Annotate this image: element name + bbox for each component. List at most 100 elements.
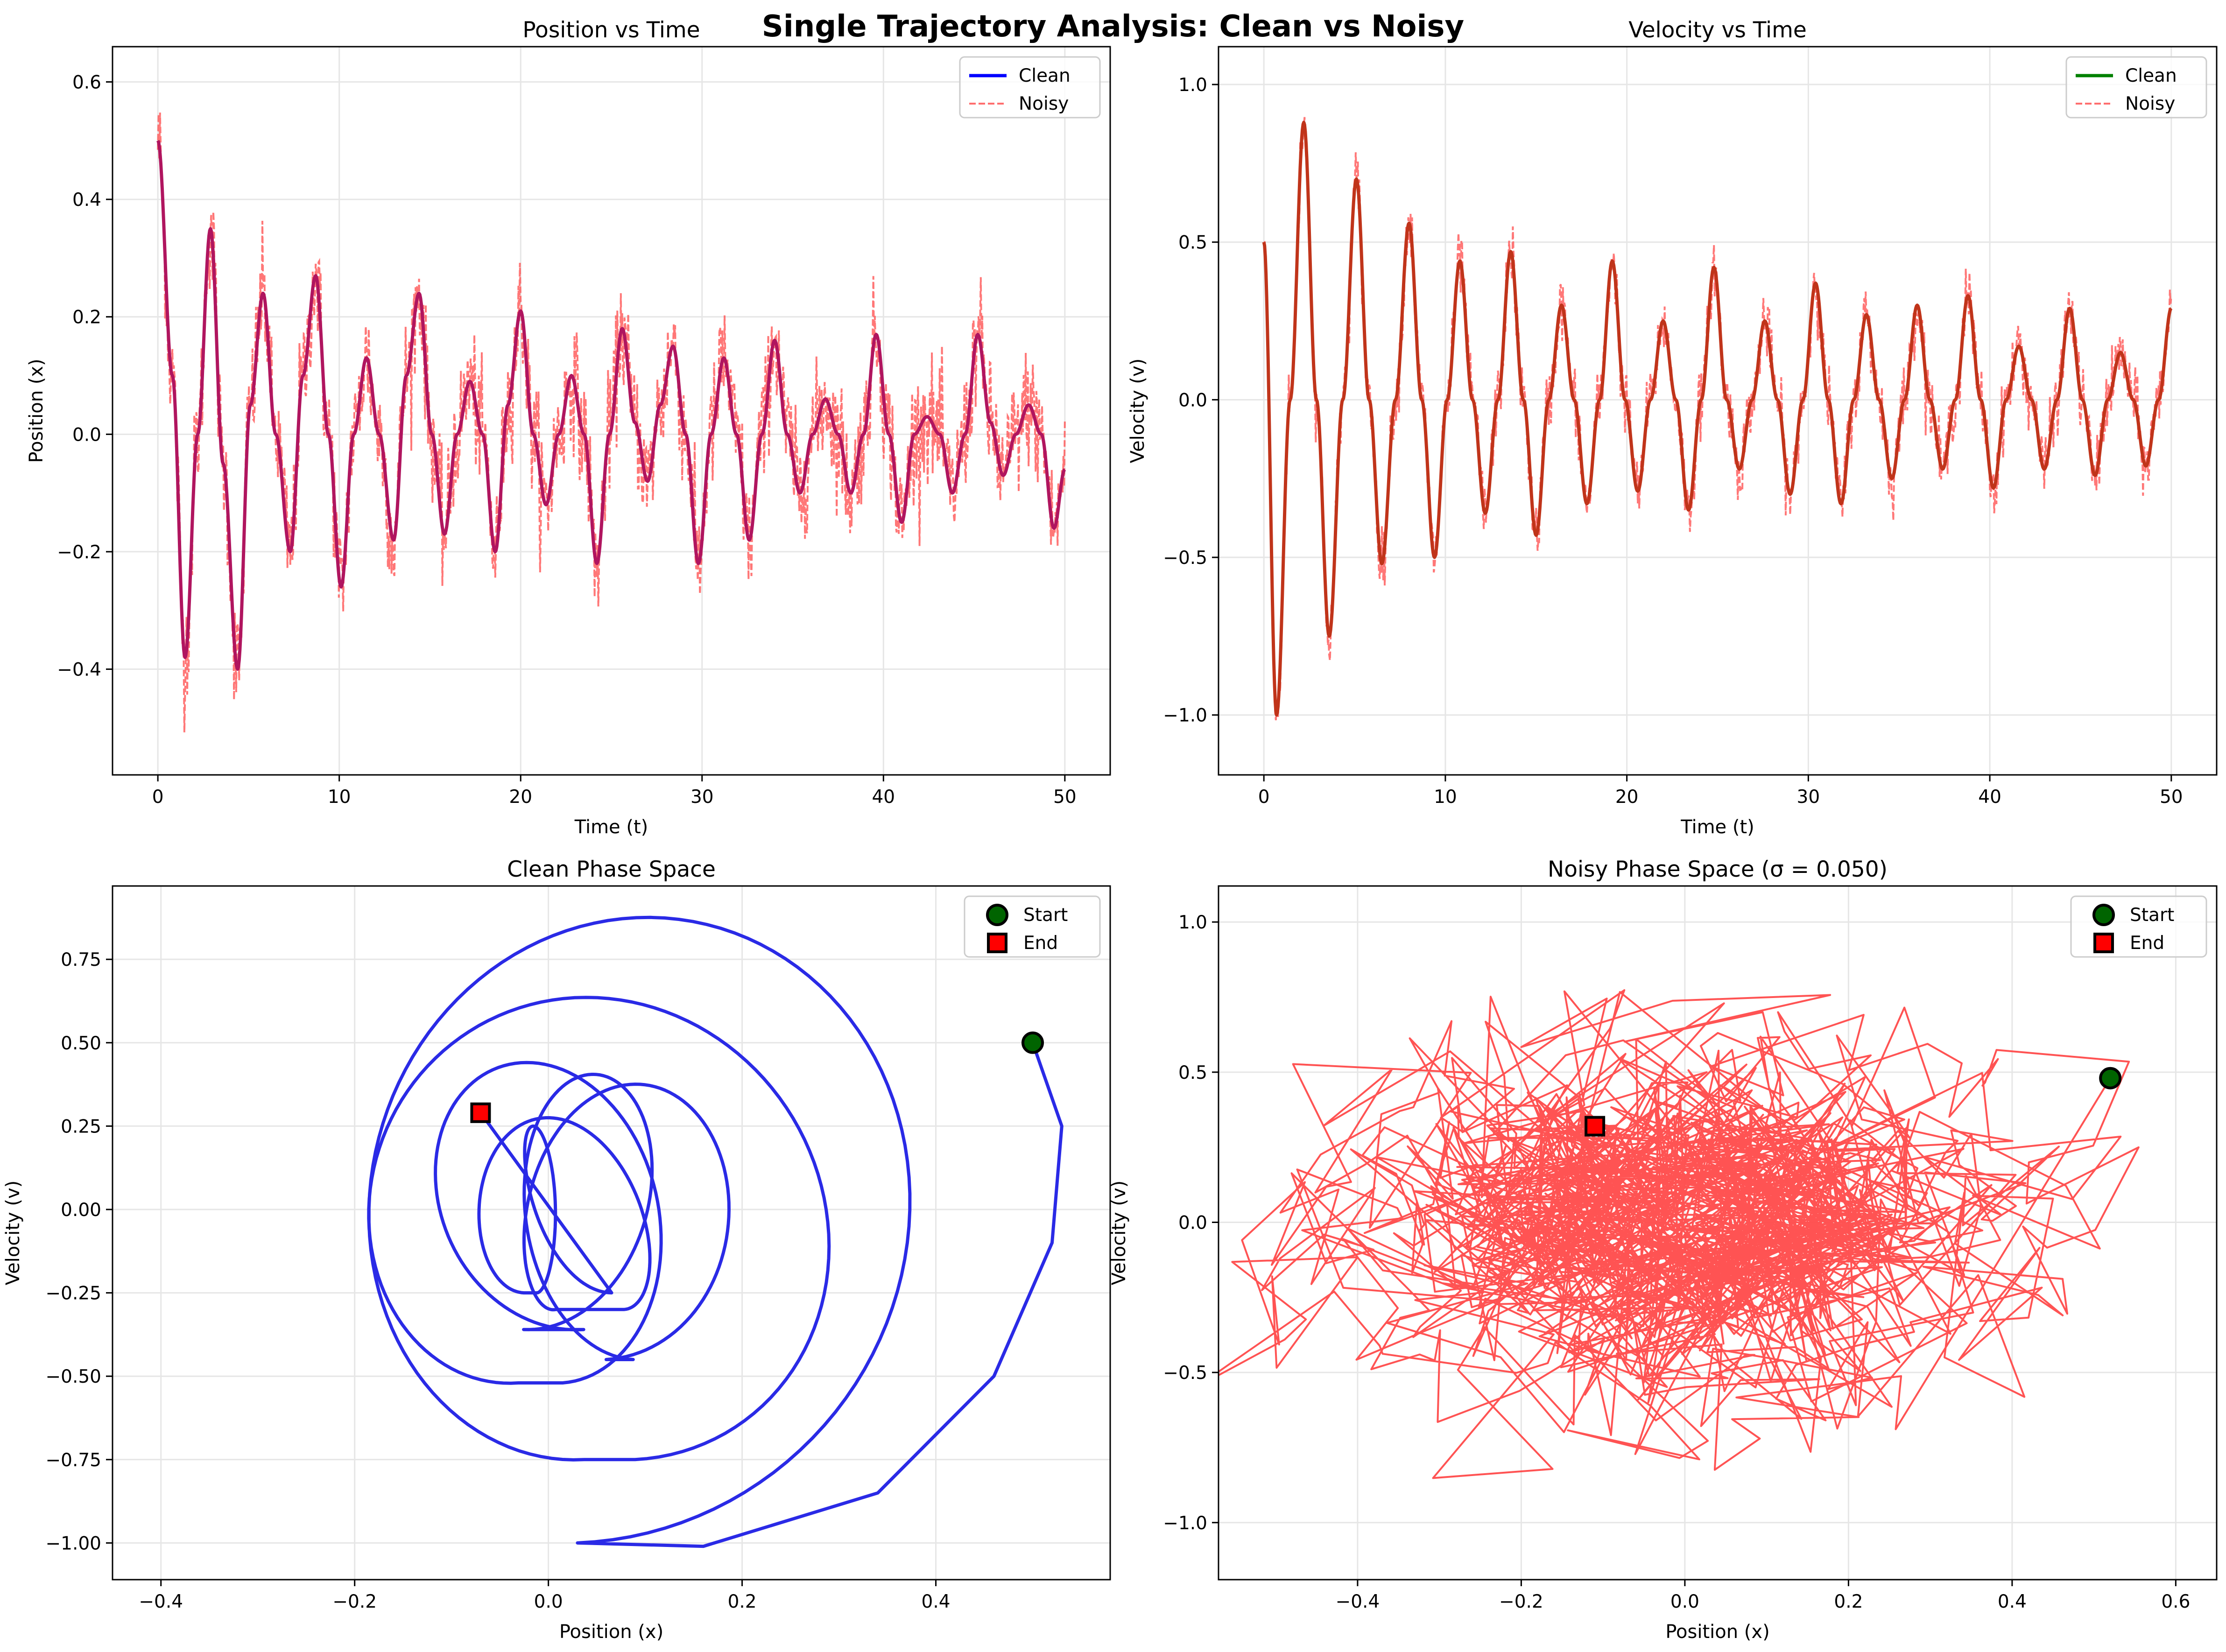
x-tick-label: 10 [1434,787,1457,808]
subplot-position: 0 10 20 30 40 50 −0.4 −0.2 0.0 0.2 0.4 0.6 Position … [26,17,1111,838]
y-tick-label: −1.0 [1163,1513,1207,1534]
y-axis-label: Velocity (v) [1127,359,1148,464]
legend: Start End [2070,895,2207,958]
legend-label-clean: Clean [2125,65,2177,86]
x-axis-label: Time (t) [1680,816,1754,838]
y-tick-label: −0.50 [45,1366,101,1387]
legend-swatch-end [987,933,1007,953]
subplot-title: Noisy Phase Space (σ = 0.050) [1548,857,1888,882]
x-tick-label: −0.2 [1499,1591,1543,1612]
x-tick-label: 50 [2160,787,2183,808]
axes-frame [112,885,1111,1581]
legend-swatch-end [2093,933,2114,953]
x-tick-label: 40 [1978,787,2001,808]
x-tick-label: 30 [690,787,714,808]
axes-frame [1218,885,2218,1581]
subplot-clean-phase: −0.4 −0.2 0.0 0.2 0.4 −1.00 −0.75 −0.50 −0.25 0.0… [2,857,1111,1643]
x-tick-label: 0.0 [1670,1591,1699,1612]
noisy-position-line [157,112,1066,732]
legend-label-end: End [2130,933,2164,954]
x-tick-label: 0.0 [534,1591,563,1612]
clean-velocity-line [1262,120,2173,717]
y-tick-label: 0.6 [72,72,101,93]
legend-label-end: End [1023,933,1058,954]
x-tick-label: 0.4 [1998,1591,2027,1612]
y-tick-label: 1.0 [1178,912,1207,933]
end-marker [1585,1116,1606,1137]
legend-label-noisy: Noisy [2125,93,2175,114]
y-tick-label: 0.50 [61,1033,101,1054]
y-tick-label: 0.5 [1178,232,1207,253]
series-group [367,915,1064,1548]
legend-label-start: Start [1023,905,1068,926]
y-tick-label: 0.75 [61,949,101,970]
x-tick-label: 10 [328,787,351,808]
y-axis-label: Velocity (v) [1108,1181,1130,1286]
subplot-velocity: 0 10 20 30 40 50 −1.0 −0.5 0.0 0.5 1.0 Velocity vs … [1127,17,2218,838]
y-tick-label: −0.75 [45,1450,101,1471]
legend-swatch-start [986,904,1008,926]
figure-title: Single Trajectory Analysis: Clean vs Noi… [762,9,1464,44]
x-tick-label: 0.2 [1834,1591,1863,1612]
x-tick-label: 0 [152,787,164,808]
y-tick-label: 1.0 [1178,75,1207,96]
x-axis-label: Time (t) [574,816,648,838]
series-group [1262,117,2173,721]
plot-area [1219,47,2217,775]
legend-box [959,56,1101,119]
y-tick-label: 0.4 [72,190,101,211]
legend: Start End [964,895,1101,958]
x-tick-label: 30 [1797,787,1820,808]
clean-phase-trajectory [367,915,1064,1548]
x-tick-label: 0.4 [922,1591,951,1612]
subplot-title: Velocity vs Time [1628,17,1807,43]
x-tick-label: −0.4 [1336,1591,1380,1612]
y-tick-label: −0.5 [1163,1363,1207,1384]
legend: Clean Noisy [2065,56,2207,119]
x-tick-label: 0.2 [728,1591,757,1612]
x-tick-label: −0.2 [332,1591,377,1612]
x-tick-label: 50 [1053,787,1077,808]
legend-label-start: Start [2130,905,2174,926]
x-axis-label: Position (x) [559,1621,663,1643]
x-tick-label: 20 [509,787,532,808]
series-group [1219,989,2140,1479]
y-tick-label: 0.00 [61,1200,101,1221]
y-axis-label: Velocity (v) [2,1181,24,1286]
noisy-phase-trajectory [1219,989,2140,1479]
x-tick-label: 40 [872,787,895,808]
axes-frame [112,46,1111,776]
y-tick-label: 0.0 [1178,390,1207,411]
y-tick-label: −1.00 [45,1533,101,1554]
x-tick-label: −0.4 [139,1591,183,1612]
y-tick-label: 0.5 [1178,1062,1207,1083]
x-tick-label: 20 [1615,787,1639,808]
end-marker [470,1102,491,1123]
legend-label-noisy: Noisy [1019,93,1069,114]
x-tick-label: 0 [1258,787,1270,808]
x-axis-label: Position (x) [1665,1621,1769,1643]
y-tick-label: 0.0 [72,424,101,445]
y-tick-label: −0.25 [45,1283,101,1304]
legend-swatch-start [2092,904,2115,926]
y-tick-label: −0.5 [1163,548,1207,569]
y-tick-label: −1.0 [1163,705,1207,726]
y-tick-label: 0.25 [61,1116,101,1137]
series-group [156,112,1066,732]
grid [113,47,1110,775]
y-tick-label: −0.4 [57,660,101,681]
y-tick-label: −0.2 [57,542,101,563]
clean-position-line [156,140,1066,671]
plot-area [113,886,1110,1580]
legend-box [2065,56,2207,119]
y-tick-label: 0.0 [1178,1212,1207,1233]
legend-label-clean: Clean [1019,65,1071,86]
x-tick-label: 0.6 [2161,1591,2190,1612]
subplot-noisy-phase: −0.4 −0.2 0.0 0.2 0.4 0.6 −1.0 −0.5 0.0 0.5 1.0 Noi… [1108,857,2218,1643]
subplot-title: Clean Phase Space [507,857,716,882]
start-marker [1021,1031,1044,1054]
y-axis-label: Position (x) [26,359,47,463]
axes-frame [1218,46,2218,776]
subplot-title: Position vs Time [522,17,700,43]
